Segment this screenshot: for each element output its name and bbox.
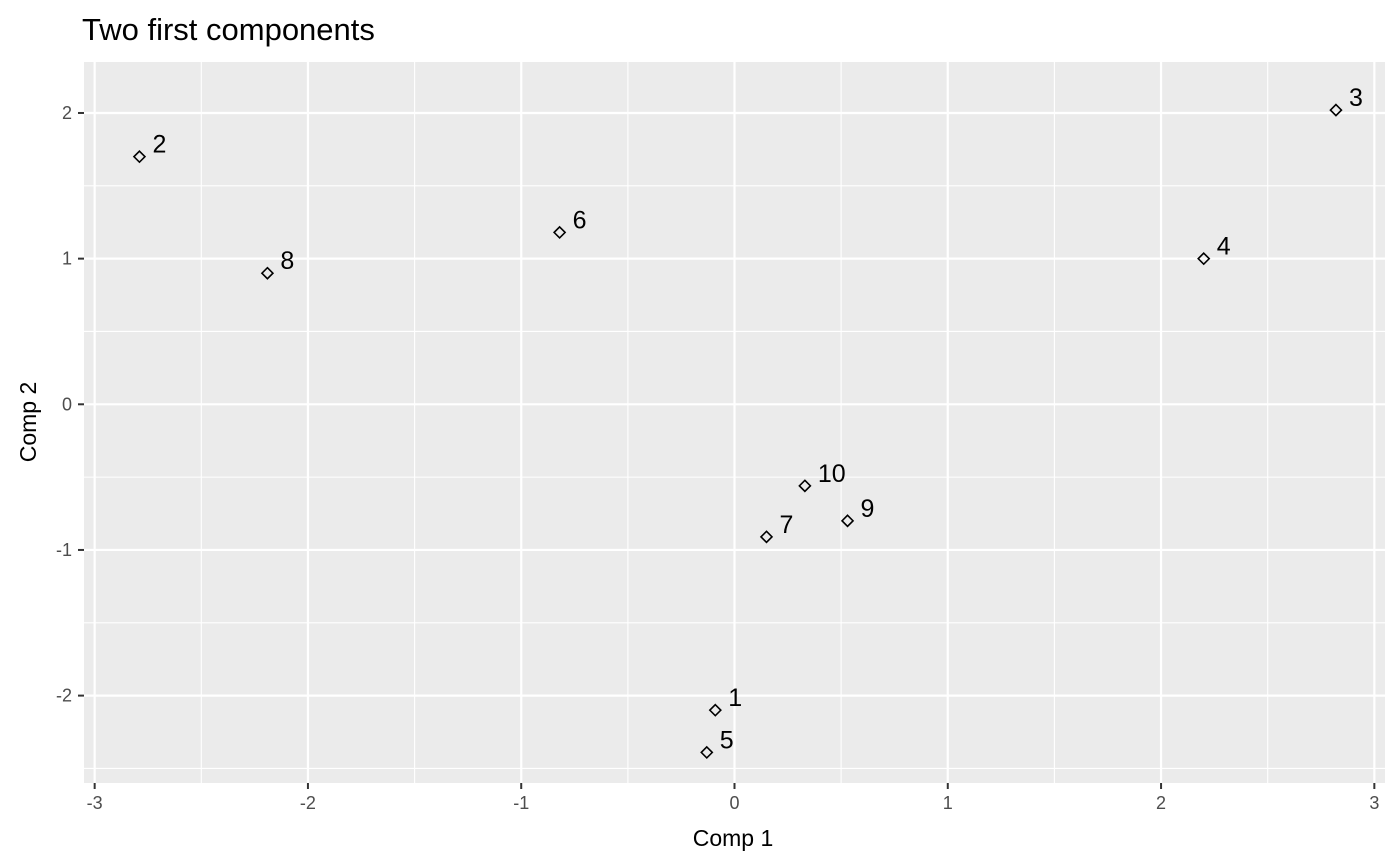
- data-point-10: [798, 479, 812, 493]
- point-label-1: 1: [728, 684, 742, 712]
- point-label-8: 8: [280, 247, 294, 275]
- data-point-6: [552, 225, 567, 240]
- point-label-7: 7: [779, 511, 793, 539]
- point-label-9: 9: [861, 495, 875, 523]
- data-point-3: [1329, 103, 1343, 117]
- point-label-5: 5: [720, 726, 734, 754]
- y-tick-label: -2: [56, 686, 72, 706]
- chart-title: Two first components: [82, 12, 375, 47]
- y-tick-label: 1: [62, 249, 72, 269]
- data-point-1: [708, 703, 722, 717]
- x-tick-label: 1: [943, 793, 953, 813]
- data-point-2: [132, 150, 147, 164]
- y-tick-label: 0: [62, 394, 72, 414]
- y-tick-label: -1: [56, 540, 72, 560]
- major-gridlines: [84, 62, 1385, 783]
- x-axis-title: Comp 1: [693, 825, 774, 851]
- data-points: 1 2 3 4 5 6 7 8 9 10: [132, 84, 1363, 760]
- data-point-4: [1197, 252, 1211, 266]
- data-point-9: [840, 514, 855, 528]
- x-tick-label: -3: [87, 793, 103, 813]
- x-tick-label: -1: [513, 793, 529, 813]
- data-point-5: [700, 745, 714, 760]
- data-point-8: [260, 266, 275, 280]
- point-label-3: 3: [1349, 84, 1363, 112]
- x-tick-label: 3: [1369, 793, 1379, 813]
- x-tick-label: 0: [729, 793, 739, 813]
- point-label-10: 10: [818, 460, 846, 488]
- point-label-4: 4: [1217, 233, 1231, 261]
- data-point-7: [759, 530, 774, 544]
- y-axis: -2 -1 0 1 2: [56, 103, 84, 706]
- point-label-6: 6: [573, 206, 587, 234]
- x-tick-label: -2: [300, 793, 316, 813]
- x-tick-label: 2: [1156, 793, 1166, 813]
- point-label-2: 2: [152, 131, 166, 159]
- y-axis-title: Comp 2: [15, 382, 41, 463]
- x-axis: -3 -2 -1 0 1 2 3: [87, 783, 1379, 813]
- y-tick-label: 2: [62, 103, 72, 123]
